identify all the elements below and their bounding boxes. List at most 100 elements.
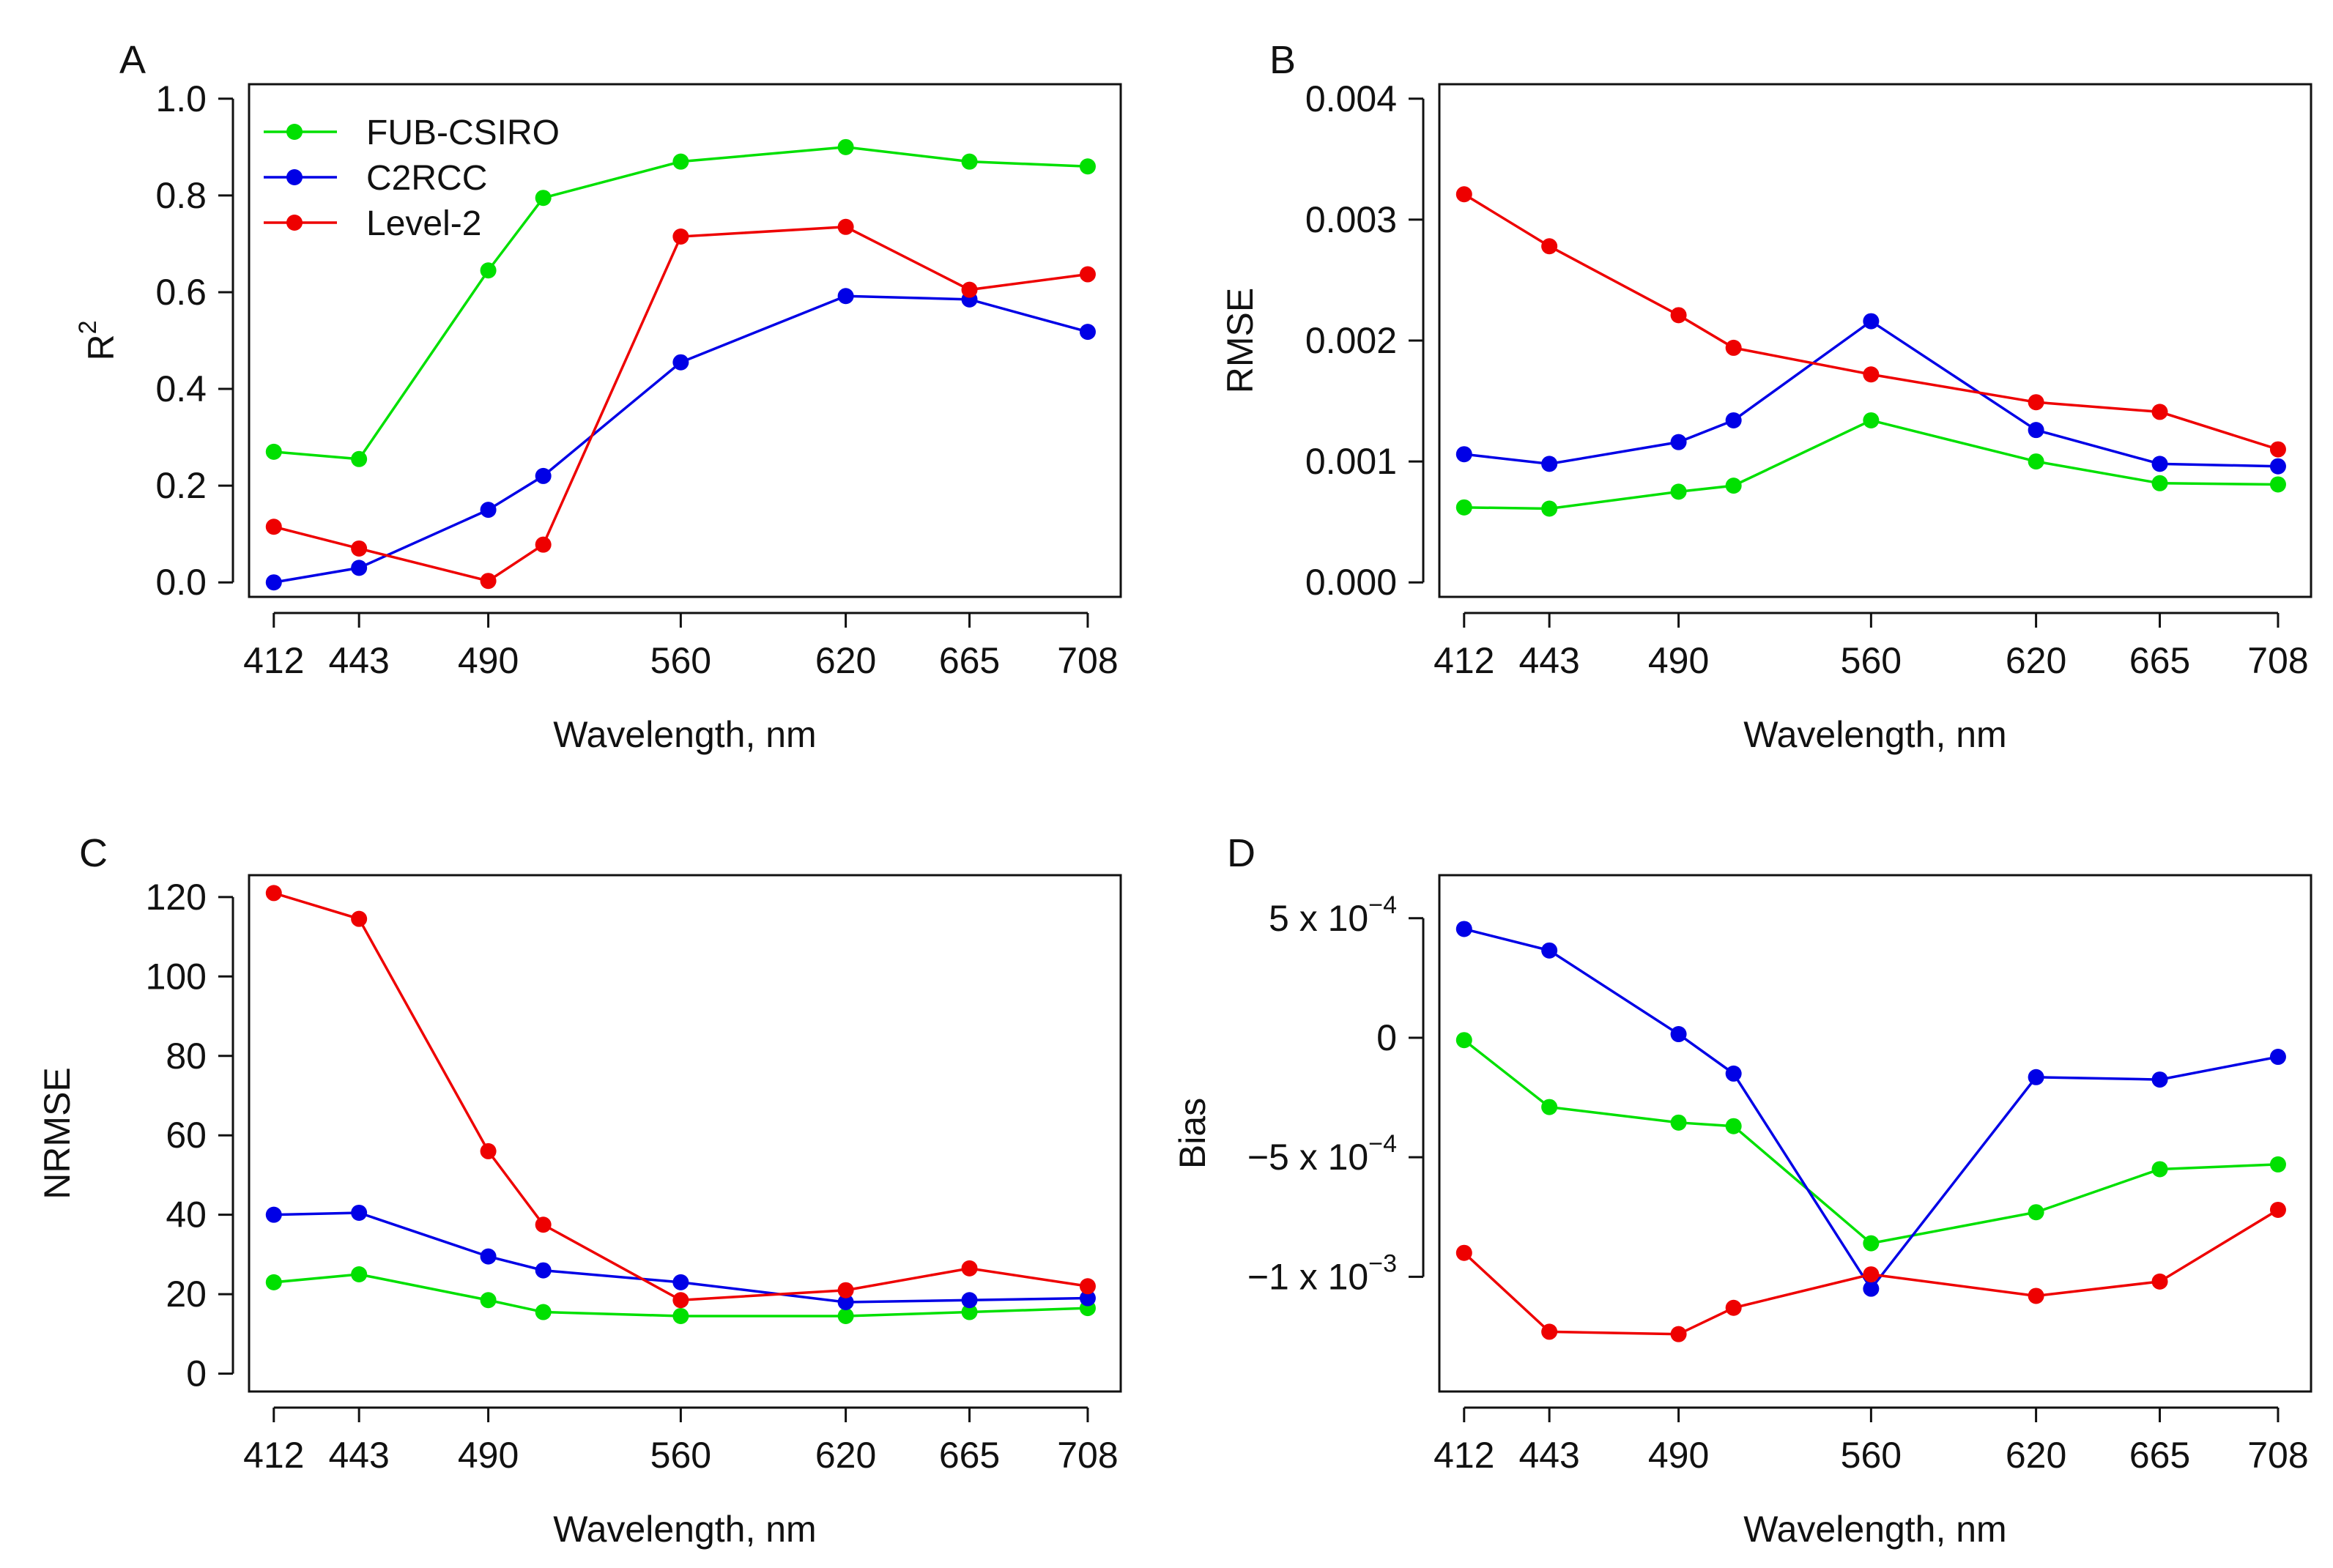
- y-axis-label: RMSE: [1220, 288, 1261, 393]
- data-point: [672, 228, 689, 245]
- data-point: [1541, 1323, 1558, 1340]
- y-tick-label: 0.2: [155, 465, 207, 506]
- data-point: [1725, 1299, 1742, 1316]
- data-point: [1670, 307, 1687, 324]
- y-tick-label: 80: [166, 1036, 207, 1077]
- series-line-c2rcc: [1464, 927, 2279, 1291]
- data-point: [837, 138, 854, 155]
- legend-swatch-marker: [286, 169, 303, 185]
- data-point: [1455, 446, 1472, 463]
- data-point: [1079, 1290, 1096, 1307]
- y-tick-label: 60: [166, 1115, 207, 1156]
- series-line-fub-csiro: [1463, 1038, 2279, 1245]
- y-axis-label: Bias: [1172, 1098, 1213, 1169]
- data-point: [480, 502, 497, 519]
- panel-letter: D: [1227, 831, 1255, 875]
- series-fub-csiro: [1455, 1032, 2286, 1252]
- data-point: [265, 574, 282, 591]
- y-tick-label: 0.003: [1305, 199, 1397, 240]
- y-tick-label: 120: [146, 877, 207, 918]
- data-point: [961, 1260, 978, 1277]
- data-point: [265, 443, 282, 460]
- series-line-level-2: [1463, 193, 2279, 451]
- y-tick-label-exponent: −4: [1368, 891, 1397, 919]
- legend-item-level-2: Level-2: [264, 204, 481, 243]
- data-point: [1863, 313, 1880, 330]
- data-point: [480, 1248, 497, 1265]
- data-point: [961, 153, 978, 170]
- panel-letter: B: [1269, 38, 1296, 82]
- y-tick-label: 0.000: [1305, 562, 1397, 603]
- y-tick-label-base: 5 x 10: [1269, 898, 1368, 939]
- x-tick-label: 412: [1433, 1435, 1494, 1476]
- y-tick-label: 20: [166, 1274, 207, 1315]
- plot-frame: [1438, 83, 2312, 598]
- data-point: [535, 1304, 552, 1320]
- data-point: [2151, 1273, 2168, 1290]
- x-tick-label: 708: [2247, 640, 2308, 681]
- series-line-level-2: [273, 891, 1088, 1302]
- data-point: [1670, 1026, 1687, 1043]
- data-point: [1725, 478, 1742, 494]
- data-point: [672, 153, 689, 170]
- x-tick-label: 490: [458, 640, 519, 681]
- data-point: [1079, 158, 1096, 175]
- data-point: [265, 519, 282, 535]
- series-level-2: [265, 885, 1096, 1309]
- legend: FUB-CSIRO C2RCC Level-2: [264, 114, 560, 243]
- y-tick-label: 0.001: [1305, 441, 1397, 482]
- data-point: [1863, 412, 1880, 428]
- x-tick-label: 412: [1433, 640, 1494, 681]
- data-point: [1541, 238, 1558, 255]
- panel-letter: C: [79, 831, 108, 875]
- y-tick-label: 40: [166, 1194, 207, 1236]
- data-point: [2151, 456, 2168, 472]
- data-point: [837, 1307, 854, 1324]
- data-point: [480, 1142, 497, 1159]
- data-point: [961, 281, 978, 298]
- data-point: [1863, 1280, 1880, 1297]
- y-tick-label: 0.0: [155, 562, 207, 603]
- data-point: [1541, 942, 1558, 959]
- panel-c-nrmse: C 412 443 490 560 620 665 708 Wavelength, nm 0 20 4…: [37, 831, 1122, 1550]
- x-tick-label: 560: [650, 1435, 711, 1476]
- x-tick-label: 490: [1648, 640, 1709, 681]
- data-point: [1455, 1244, 1472, 1261]
- data-point: [672, 1274, 689, 1290]
- data-point: [2269, 441, 2286, 458]
- data-point: [1541, 1099, 1558, 1115]
- series-level-2: [1455, 1201, 2286, 1342]
- y-tick-label: 0: [1376, 1017, 1397, 1058]
- x-tick-label: 560: [650, 640, 711, 681]
- data-point: [351, 560, 368, 576]
- data-point: [1863, 366, 1880, 383]
- x-tick-label: 665: [939, 1435, 1000, 1476]
- data-point: [351, 450, 368, 467]
- data-point: [1541, 500, 1558, 517]
- data-point: [1079, 324, 1096, 341]
- x-tick-label: 412: [243, 640, 304, 681]
- y-tick-label-base: 0: [1376, 1017, 1397, 1058]
- y-tick-label: 0.002: [1305, 320, 1397, 361]
- x-axis-label: Wavelength, nm: [553, 714, 816, 755]
- y-tick-label: 5 x 10−4: [1269, 891, 1397, 939]
- data-point: [672, 1292, 689, 1309]
- data-point: [1670, 434, 1687, 450]
- x-axis-label: Wavelength, nm: [1743, 714, 2006, 755]
- data-point: [1725, 412, 1742, 428]
- y-tick-label-base: −1 x 10: [1247, 1256, 1368, 1297]
- legend-swatch-marker: [286, 215, 303, 231]
- y-tick-label-base: −5 x 10: [1247, 1137, 1368, 1178]
- data-point: [2151, 1161, 2168, 1178]
- data-point: [2028, 1204, 2044, 1221]
- y-axis-label-base: RMSE: [1220, 288, 1261, 393]
- series-line-fub-csiro: [273, 1273, 1088, 1318]
- x-axis-label: Wavelength, nm: [553, 1509, 816, 1550]
- x-tick-label: 560: [1841, 640, 1902, 681]
- y-tick-label: 0.4: [155, 368, 207, 409]
- x-tick-label: 490: [458, 1435, 519, 1476]
- series-level-2: [1455, 186, 2286, 458]
- y-axis-label: R2: [74, 320, 122, 360]
- data-point: [351, 1266, 368, 1283]
